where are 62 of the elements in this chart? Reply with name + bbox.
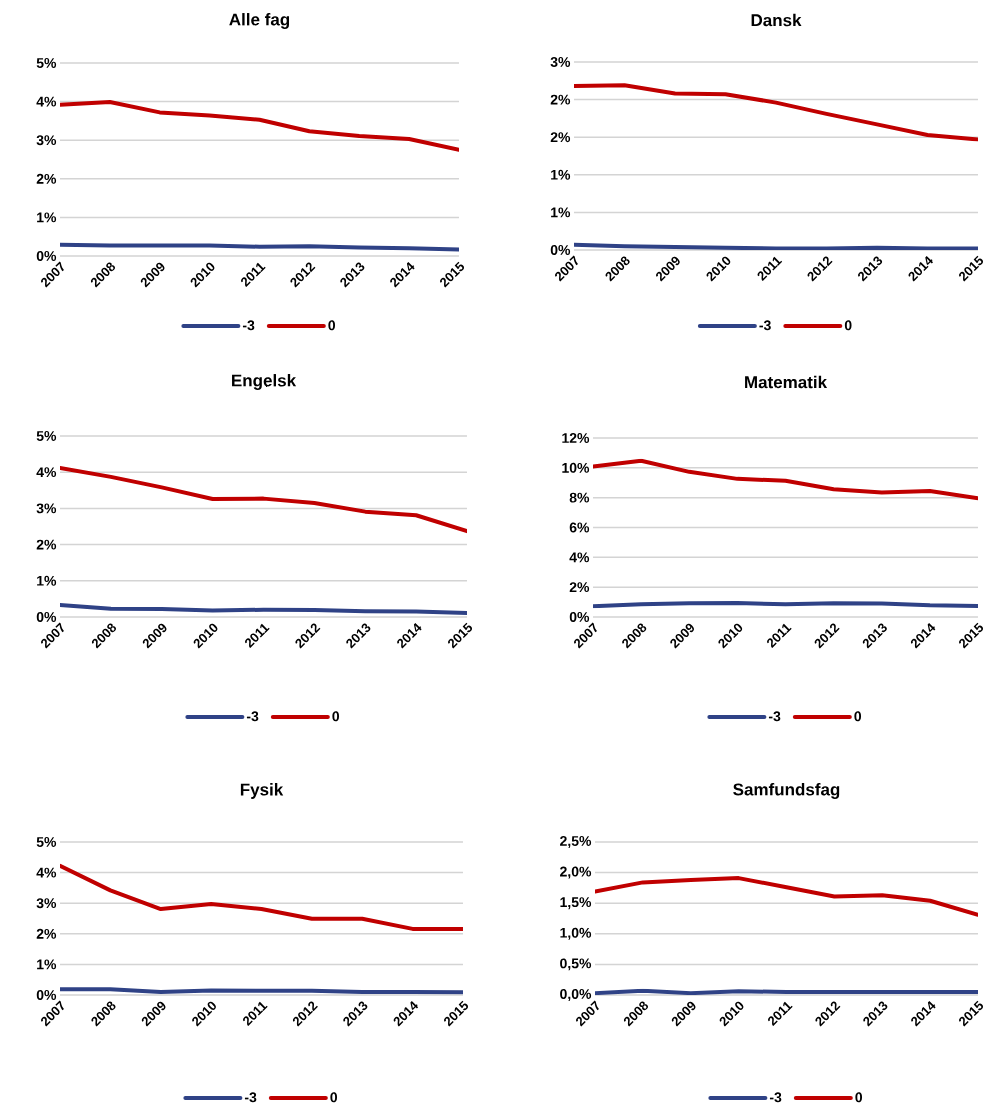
y-tick-label: 1% [37,575,57,586]
legend-label: 0 [328,320,336,331]
line-series [60,99,459,152]
y-tick-label: 5% [36,58,57,68]
y-tick-label: 0,0% [560,989,592,1001]
legend-label: -3 [242,320,255,331]
y-tick-label: 0% [36,251,57,261]
y-tick-label: 2,0% [560,866,592,879]
y-tick-label: 1,0% [560,927,592,940]
y-tick-label: 4% [36,96,57,107]
legend-label: -3 [246,711,259,722]
chart-title: Engelsk [232,374,297,390]
y-tick-label: 2% [36,539,57,550]
y-tick-label: 2% [550,132,571,143]
y-tick-label: 3% [550,57,571,67]
y-tick-label: 3% [36,898,57,909]
line-series [60,603,467,616]
y-tick-label: 2,5% [560,836,592,848]
legend-label: 0 [855,1092,863,1103]
y-tick-label: 2% [36,173,57,184]
y-tick-label: 0% [550,245,571,255]
legend-label: -3 [769,1092,782,1103]
legend-label: -3 [244,1092,257,1103]
y-tick-label: 2% [550,94,571,105]
y-tick-label: 10% [562,462,590,473]
chart-title: Dansk [751,13,802,27]
legend-label: 0 [332,711,340,722]
line-series [595,876,978,917]
legend-label: -3 [759,320,771,331]
line-series [60,863,463,931]
y-tick-label: 0% [36,612,57,622]
line-series [593,458,978,501]
legend-label: 0 [854,711,862,722]
y-tick-label: 1% [37,959,57,970]
y-tick-label: 6% [569,522,590,533]
legend-label: 0 [844,320,852,331]
y-tick-label: 2% [36,928,57,939]
y-tick-label: 2% [569,582,590,593]
y-tick-label: 5% [36,837,57,847]
y-tick-label: 1% [37,212,57,223]
y-tick-label: 3% [36,135,57,146]
y-tick-label: 1,5% [560,897,592,910]
legend-label: 0 [330,1092,338,1103]
y-tick-label: 8% [569,492,590,503]
y-tick-label: 4% [36,867,57,878]
y-tick-label: 4% [569,552,590,563]
chart-title: Alle fag [229,13,290,29]
y-tick-label: 3% [36,503,57,514]
legend-label: -3 [768,711,781,722]
y-tick-label: 0,5% [560,958,592,971]
y-tick-label: 0% [36,990,57,1000]
y-tick-label: 0% [569,612,590,622]
chart-title: Matematik [745,375,828,389]
chart-title: Samfundsfag [733,783,840,799]
y-tick-label: 1% [551,207,571,218]
chart-title: Fysik [240,783,284,799]
y-tick-label: 1% [551,169,571,180]
y-tick-label: 12% [562,433,590,443]
line-series [60,465,467,534]
line-series [574,83,978,142]
y-tick-label: 4% [36,467,57,478]
y-tick-label: 5% [36,431,57,441]
